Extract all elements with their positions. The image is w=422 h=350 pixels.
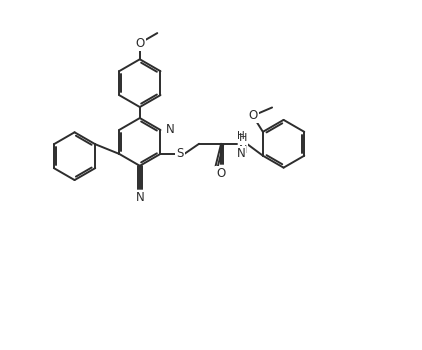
Text: O: O <box>216 167 226 180</box>
Text: N: N <box>237 147 246 160</box>
Text: N: N <box>166 124 175 136</box>
Text: S: S <box>176 147 184 160</box>
Text: H
N: H N <box>239 133 247 155</box>
Text: N: N <box>135 191 144 204</box>
Text: O: O <box>248 109 257 122</box>
Text: O: O <box>135 37 144 50</box>
Text: H: H <box>238 131 245 141</box>
